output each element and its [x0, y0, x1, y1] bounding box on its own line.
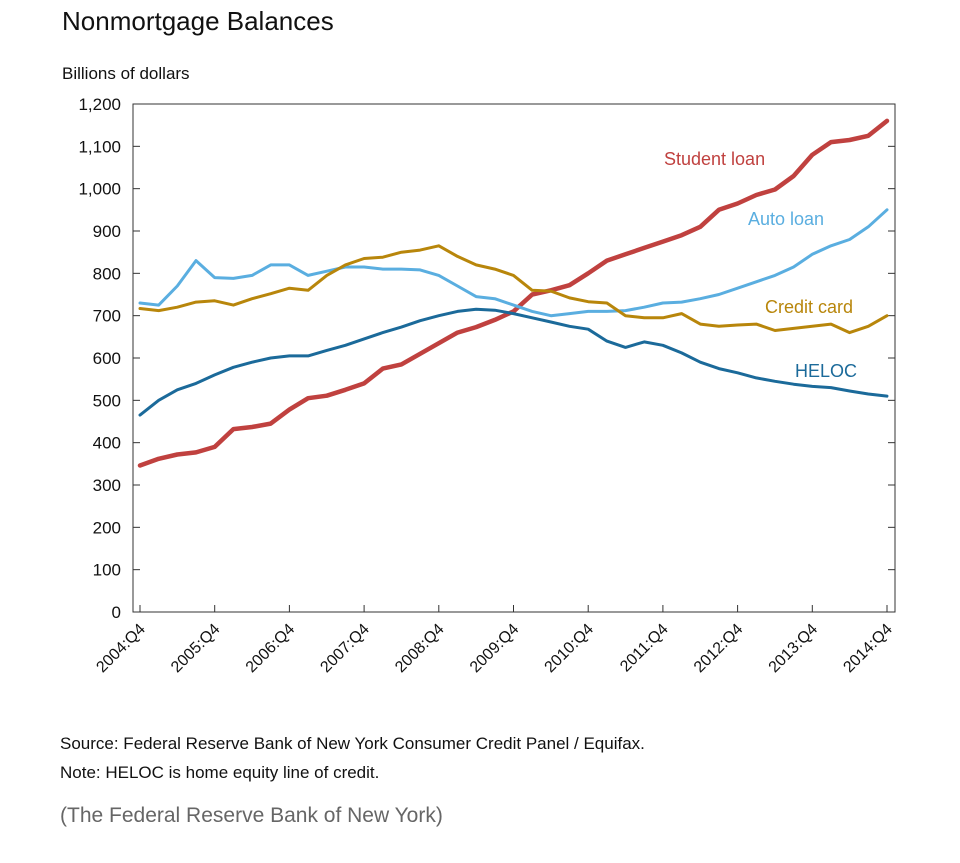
- x-tick-label: 2009:Q4: [467, 621, 522, 676]
- y-tick-label: 1,000: [78, 180, 121, 199]
- source-note: Source: Federal Reserve Bank of New York…: [60, 734, 645, 753]
- y-tick-label: 100: [93, 561, 121, 580]
- image-credit: (The Federal Reserve Bank of New York): [60, 804, 443, 827]
- heloc-line: [138, 307, 889, 417]
- y-tick-label: 0: [112, 603, 121, 622]
- x-tick-label: 2014:Q4: [840, 621, 895, 676]
- line-chart: 0 100 200 300 400 500 600 700 800 900 1,000 1,100 1,…: [78, 95, 896, 676]
- heloc-series-label: HELOC: [795, 361, 857, 381]
- x-tick-label: 2008:Q4: [392, 621, 447, 676]
- y-tick-label: 900: [93, 222, 121, 241]
- y-tick-label: 700: [93, 307, 121, 326]
- x-tick-label: 2011:Q4: [617, 621, 672, 676]
- x-tick-label: 2012:Q4: [691, 621, 746, 676]
- student_loan-series-label: Student loan: [664, 149, 765, 169]
- y-tick-label: 300: [93, 476, 121, 495]
- credit_card-series-label: Credit card: [765, 297, 853, 317]
- series-labels: Student loan Auto loan Credit card HELOC: [664, 149, 857, 381]
- chart-title: Nonmortgage Balances: [62, 6, 334, 36]
- y-tick-label: 500: [93, 391, 121, 410]
- y-tick-label: 800: [93, 264, 121, 283]
- auto_loan-series-label: Auto loan: [748, 209, 824, 229]
- x-tick-label: 2006:Q4: [243, 621, 298, 676]
- credit_card-line: [138, 244, 889, 335]
- y-tick-label: 1,200: [78, 95, 121, 114]
- x-axis: 2004:Q4 2005:Q4 2006:Q4 2007:Q4 2008:Q4 2009:…: [93, 605, 896, 676]
- x-tick-label: 2013:Q4: [766, 621, 821, 676]
- x-tick-label: 2004:Q4: [93, 621, 148, 676]
- y-tick-label: 200: [93, 518, 121, 537]
- definition-note: Note: HELOC is home equity line of credi…: [60, 763, 380, 782]
- x-tick-label: 2010:Q4: [542, 621, 597, 676]
- auto_loan-line: [138, 208, 889, 318]
- y-tick-label: 600: [93, 349, 121, 368]
- y-tick-label: 400: [93, 434, 121, 453]
- y-axis: 0 100 200 300 400 500 600 700 800 900 1,000 1,100 1,…: [78, 95, 895, 622]
- series-lines: [137, 118, 890, 468]
- y-tick-label: 1,100: [78, 137, 121, 156]
- x-tick-label: 2007:Q4: [317, 621, 372, 676]
- x-tick-label: 2005:Q4: [168, 621, 223, 676]
- plot-frame: [132, 103, 896, 613]
- y-axis-units-label: Billions of dollars: [62, 64, 190, 83]
- student_loan-line: [137, 118, 890, 468]
